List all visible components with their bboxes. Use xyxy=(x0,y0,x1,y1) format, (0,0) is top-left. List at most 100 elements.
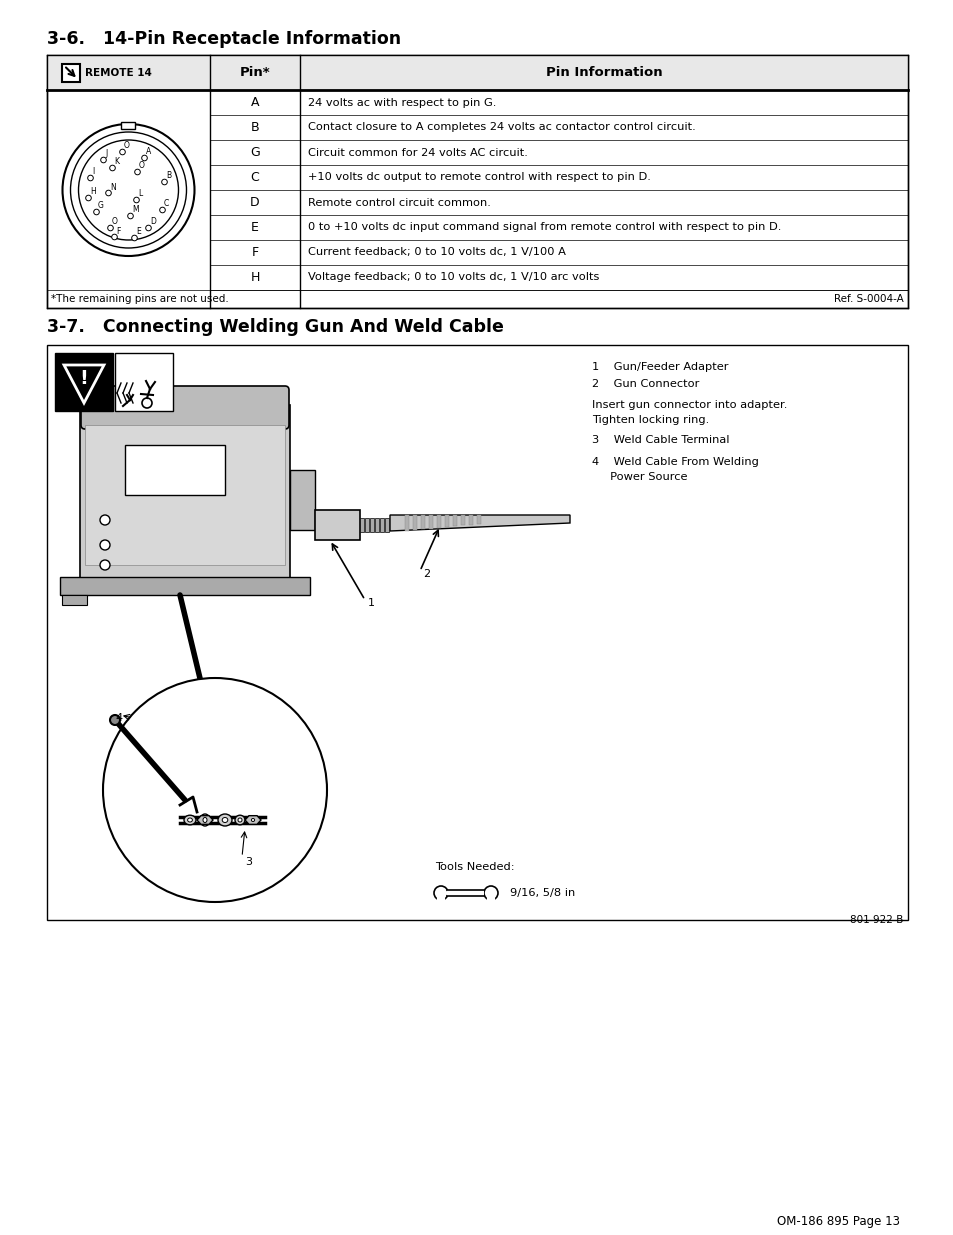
Text: 0 to +10 volts dc input command signal from remote control with respect to pin D: 0 to +10 volts dc input command signal f… xyxy=(308,222,781,232)
Text: E: E xyxy=(251,221,258,233)
Ellipse shape xyxy=(200,814,210,826)
Text: O: O xyxy=(112,217,118,226)
Ellipse shape xyxy=(234,815,245,825)
Text: Contact closure to A completes 24 volts ac contactor control circuit.: Contact closure to A completes 24 volts … xyxy=(308,122,695,132)
Bar xyxy=(460,515,464,525)
Text: OM-186 895 Page 13: OM-186 895 Page 13 xyxy=(776,1215,899,1228)
Text: H: H xyxy=(250,270,259,284)
Text: 9/16, 5/8 in: 9/16, 5/8 in xyxy=(510,888,575,898)
Text: O: O xyxy=(139,162,145,170)
Text: K: K xyxy=(113,158,119,167)
Text: D: D xyxy=(250,196,259,209)
Text: 24 volts ac with respect to pin G.: 24 volts ac with respect to pin G. xyxy=(308,98,496,107)
Circle shape xyxy=(434,885,448,900)
Circle shape xyxy=(128,214,133,219)
Text: 1: 1 xyxy=(368,598,375,608)
Text: Insert gun connector into adapter.: Insert gun connector into adapter. xyxy=(592,400,786,410)
Bar xyxy=(429,515,433,529)
Bar xyxy=(365,517,369,532)
Circle shape xyxy=(146,225,152,231)
Ellipse shape xyxy=(249,816,256,824)
Text: E: E xyxy=(136,227,141,236)
Text: +10 volts dc output to remote control with respect to pin D.: +10 volts dc output to remote control wi… xyxy=(308,173,650,183)
Circle shape xyxy=(159,207,165,212)
Bar xyxy=(447,890,483,897)
Bar xyxy=(62,595,87,605)
Circle shape xyxy=(103,678,327,902)
Bar xyxy=(121,122,135,128)
Bar xyxy=(413,515,416,530)
Text: 3-6.   14-Pin Receptacle Information: 3-6. 14-Pin Receptacle Information xyxy=(47,30,400,48)
Bar xyxy=(55,353,112,411)
Text: M: M xyxy=(132,205,138,215)
Bar xyxy=(62,63,80,82)
Polygon shape xyxy=(64,366,104,403)
Circle shape xyxy=(100,540,110,550)
Ellipse shape xyxy=(184,815,195,825)
Text: 3: 3 xyxy=(245,857,252,867)
Text: O: O xyxy=(124,142,130,151)
Text: I: I xyxy=(91,168,94,177)
Bar xyxy=(115,353,172,411)
Text: 801 922-B: 801 922-B xyxy=(849,915,902,925)
Polygon shape xyxy=(245,815,261,824)
Circle shape xyxy=(110,715,120,725)
Text: 4: 4 xyxy=(115,713,123,722)
Text: *The remaining pins are not used.: *The remaining pins are not used. xyxy=(51,294,229,304)
Text: Tighten locking ring.: Tighten locking ring. xyxy=(592,415,708,425)
Text: G: G xyxy=(250,146,259,159)
Circle shape xyxy=(71,132,186,248)
Circle shape xyxy=(93,209,99,215)
Text: 3    Weld Cable Terminal: 3 Weld Cable Terminal xyxy=(592,435,729,445)
Circle shape xyxy=(110,165,115,170)
Text: REMOTE 14: REMOTE 14 xyxy=(85,68,152,78)
Circle shape xyxy=(78,140,178,240)
Ellipse shape xyxy=(218,814,232,826)
Text: 3-7.   Connecting Welding Gun And Weld Cable: 3-7. Connecting Welding Gun And Weld Cab… xyxy=(47,317,503,336)
Circle shape xyxy=(100,515,110,525)
Text: !: ! xyxy=(79,368,89,388)
Text: Voltage feedback; 0 to 10 volts dc, 1 V/10 arc volts: Voltage feedback; 0 to 10 volts dc, 1 V/… xyxy=(308,273,598,283)
Circle shape xyxy=(100,559,110,571)
Bar xyxy=(370,517,374,532)
Bar xyxy=(453,515,456,526)
Text: C: C xyxy=(164,200,169,209)
Circle shape xyxy=(86,195,91,201)
Ellipse shape xyxy=(252,819,254,821)
Bar xyxy=(47,56,907,90)
Bar xyxy=(436,515,440,527)
Text: Circuit common for 24 volts AC circuit.: Circuit common for 24 volts AC circuit. xyxy=(308,147,527,158)
Circle shape xyxy=(101,157,106,163)
Circle shape xyxy=(112,235,117,240)
Circle shape xyxy=(106,190,112,196)
Bar xyxy=(60,577,310,595)
Text: B: B xyxy=(251,121,259,135)
Bar xyxy=(359,517,364,532)
Text: F: F xyxy=(252,246,258,259)
Text: Power Source: Power Source xyxy=(592,472,687,482)
Ellipse shape xyxy=(203,818,207,823)
Circle shape xyxy=(132,235,137,241)
Circle shape xyxy=(133,198,139,203)
Text: 1    Gun/Feeder Adapter: 1 Gun/Feeder Adapter xyxy=(592,362,728,372)
Bar xyxy=(80,405,290,580)
Polygon shape xyxy=(390,515,569,531)
Ellipse shape xyxy=(222,818,228,823)
Circle shape xyxy=(119,149,125,154)
Circle shape xyxy=(63,124,194,256)
Circle shape xyxy=(88,175,93,180)
Circle shape xyxy=(142,398,152,408)
Text: B: B xyxy=(166,172,171,180)
Bar xyxy=(379,517,384,532)
Circle shape xyxy=(134,169,140,175)
Bar xyxy=(469,515,473,525)
Text: F: F xyxy=(116,226,120,236)
Bar xyxy=(375,517,378,532)
Ellipse shape xyxy=(237,818,242,823)
FancyBboxPatch shape xyxy=(81,387,289,429)
Bar xyxy=(420,515,424,530)
Text: Remote control circuit common.: Remote control circuit common. xyxy=(308,198,491,207)
Bar xyxy=(476,515,480,524)
Text: A: A xyxy=(146,147,152,157)
Bar xyxy=(290,471,314,530)
